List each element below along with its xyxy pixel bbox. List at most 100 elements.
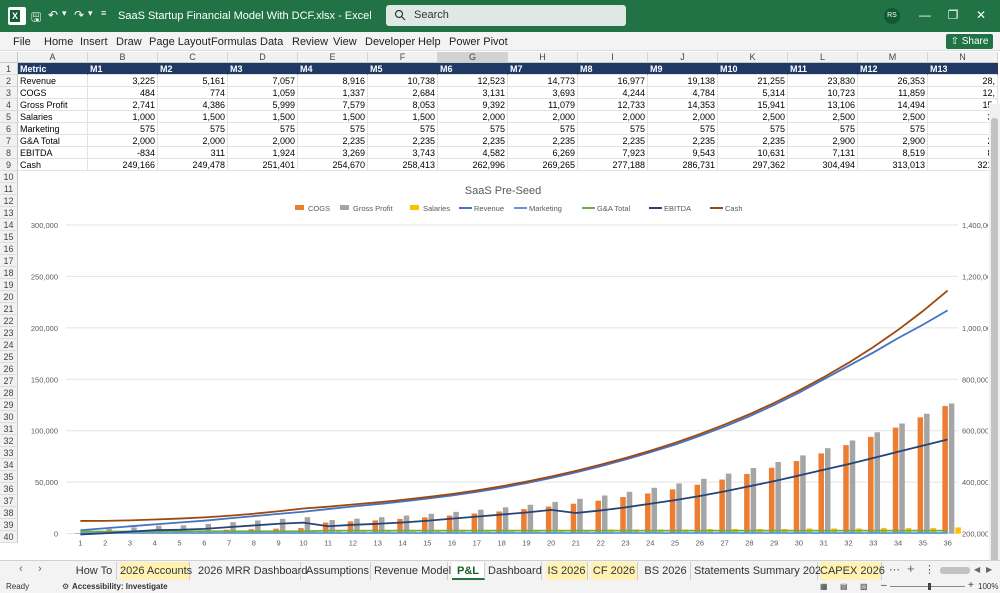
sheet-tab[interactable]: 2026 MRR Dashboard <box>198 562 307 580</box>
row-label-cell[interactable]: Gross Profit <box>18 99 88 111</box>
value-cell[interactable]: 2,235 <box>718 135 788 147</box>
pl-chart[interactable]: SaaS Pre-Seed COGS Gross Profit Salaries Re… <box>18 180 995 560</box>
value-cell[interactable]: 2, <box>928 135 998 147</box>
value-cell[interactable]: 575 <box>648 123 718 135</box>
page-layout-view-icon[interactable]: ▤ <box>840 582 848 591</box>
value-cell[interactable]: 2,235 <box>368 135 438 147</box>
row-header-1[interactable]: 1 <box>0 63 18 75</box>
value-cell[interactable]: 14,353 <box>648 99 718 111</box>
horizontal-scroll-thumb[interactable] <box>940 567 970 574</box>
value-cell[interactable]: 9,392 <box>438 99 508 111</box>
sheet-tab[interactable]: P&L <box>452 562 485 580</box>
menu-formulas[interactable]: Formulas <box>211 36 257 48</box>
row-header-3[interactable]: 3 <box>0 87 18 99</box>
sheet-tab[interactable]: How To <box>72 562 117 580</box>
accessibility-status[interactable]: Accessibility: Investigate <box>72 582 168 591</box>
table-header-cell[interactable]: M8 <box>578 63 648 75</box>
value-cell[interactable]: 7,579 <box>298 99 368 111</box>
row-header-9[interactable]: 9 <box>0 159 18 171</box>
value-cell[interactable]: 10,738 <box>368 75 438 87</box>
value-cell[interactable]: 10,631 <box>718 147 788 159</box>
row-header-34[interactable]: 34 <box>0 459 18 471</box>
value-cell[interactable]: 21,255 <box>718 75 788 87</box>
menu-help[interactable]: Help <box>418 36 441 48</box>
row-label-cell[interactable]: COGS <box>18 87 88 99</box>
row-header-17[interactable]: 17 <box>0 255 18 267</box>
table-header-cell[interactable]: M13 <box>928 63 998 75</box>
row-header-38[interactable]: 38 <box>0 507 18 519</box>
scroll-right-icon[interactable]: ▶ <box>986 565 993 574</box>
column-header-g[interactable]: G <box>438 52 508 63</box>
sheet-tab[interactable]: IS 2026 <box>546 562 588 580</box>
value-cell[interactable]: 8,053 <box>368 99 438 111</box>
value-cell[interactable]: 575 <box>858 123 928 135</box>
value-cell[interactable]: 258,413 <box>368 159 438 171</box>
menu-data[interactable]: Data <box>260 36 284 48</box>
sheet-tab[interactable]: 2026 Accounts <box>120 562 192 580</box>
column-header-e[interactable]: E <box>298 52 368 63</box>
value-cell[interactable]: 575 <box>788 123 858 135</box>
row-header-24[interactable]: 24 <box>0 339 18 351</box>
value-cell[interactable]: 5,161 <box>158 75 228 87</box>
value-cell[interactable]: 2,900 <box>858 135 928 147</box>
table-header-cell[interactable]: M11 <box>788 63 858 75</box>
sheet-tab[interactable]: Assumptions <box>305 562 371 580</box>
value-cell[interactable]: 14,773 <box>508 75 578 87</box>
value-cell[interactable]: 2,684 <box>368 87 438 99</box>
row-header-29[interactable]: 29 <box>0 399 18 411</box>
value-cell[interactable]: 15,941 <box>718 99 788 111</box>
row-header-21[interactable]: 21 <box>0 303 18 315</box>
value-cell[interactable]: 13,106 <box>788 99 858 111</box>
sheet-tab[interactable]: Revenue Model <box>374 562 451 580</box>
customize-toolbar-icon[interactable]: ≡ <box>101 8 107 18</box>
column-header-d[interactable]: D <box>228 52 298 63</box>
value-cell[interactable]: 575 <box>718 123 788 135</box>
value-cell[interactable]: 2,000 <box>438 111 508 123</box>
zoom-slider[interactable] <box>890 586 965 587</box>
value-cell[interactable]: 262,996 <box>438 159 508 171</box>
table-header-cell[interactable]: M6 <box>438 63 508 75</box>
row-header-32[interactable]: 32 <box>0 435 18 447</box>
row-header-31[interactable]: 31 <box>0 423 18 435</box>
row-header-16[interactable]: 16 <box>0 243 18 255</box>
sheet-tab[interactable]: CF 2026 <box>591 562 638 580</box>
menu-developer[interactable]: Developer <box>365 36 416 48</box>
save-icon[interactable]: 🖫 <box>31 10 42 24</box>
value-cell[interactable]: 2,235 <box>508 135 578 147</box>
column-header-h[interactable]: H <box>508 52 578 63</box>
row-header-40[interactable]: 40 <box>0 531 18 543</box>
column-header-a[interactable]: A <box>18 52 88 63</box>
column-header-m[interactable]: M <box>858 52 928 63</box>
sheets-more-icon[interactable]: ⋯ <box>889 564 900 576</box>
column-header-b[interactable]: B <box>88 52 158 63</box>
value-cell[interactable]: 4,244 <box>578 87 648 99</box>
undo-icon[interactable]: ↶ <box>48 8 59 22</box>
row-label-cell[interactable]: Cash <box>18 159 88 171</box>
sheets-menu-icon[interactable]: ⋮ <box>924 564 935 576</box>
menu-view[interactable]: View <box>333 36 357 48</box>
value-cell[interactable]: 2,000 <box>228 135 298 147</box>
value-cell[interactable]: 11,079 <box>508 99 578 111</box>
value-cell[interactable]: 1,500 <box>158 111 228 123</box>
row-header-13[interactable]: 13 <box>0 207 18 219</box>
table-header-cell[interactable]: M5 <box>368 63 438 75</box>
row-header-22[interactable]: 22 <box>0 315 18 327</box>
row-header-30[interactable]: 30 <box>0 411 18 423</box>
value-cell[interactable]: 2,000 <box>508 111 578 123</box>
value-cell[interactable]: 2,741 <box>88 99 158 111</box>
value-cell[interactable]: 14,494 <box>858 99 928 111</box>
value-cell[interactable]: 575 <box>578 123 648 135</box>
vertical-scroll-thumb[interactable] <box>991 118 998 560</box>
table-header-cell[interactable]: M4 <box>298 63 368 75</box>
restore-icon[interactable]: ❐ <box>947 8 959 22</box>
table-header-cell[interactable]: M7 <box>508 63 578 75</box>
value-cell[interactable]: 1,500 <box>368 111 438 123</box>
value-cell[interactable]: 2,900 <box>788 135 858 147</box>
value-cell[interactable]: 28, <box>928 75 998 87</box>
value-cell[interactable]: 286,731 <box>648 159 718 171</box>
page-break-view-icon[interactable]: ▧ <box>860 582 868 591</box>
row-header-36[interactable]: 36 <box>0 483 18 495</box>
menu-file[interactable]: File <box>13 36 31 48</box>
value-cell[interactable]: 1,500 <box>228 111 298 123</box>
value-cell[interactable]: 4,386 <box>158 99 228 111</box>
